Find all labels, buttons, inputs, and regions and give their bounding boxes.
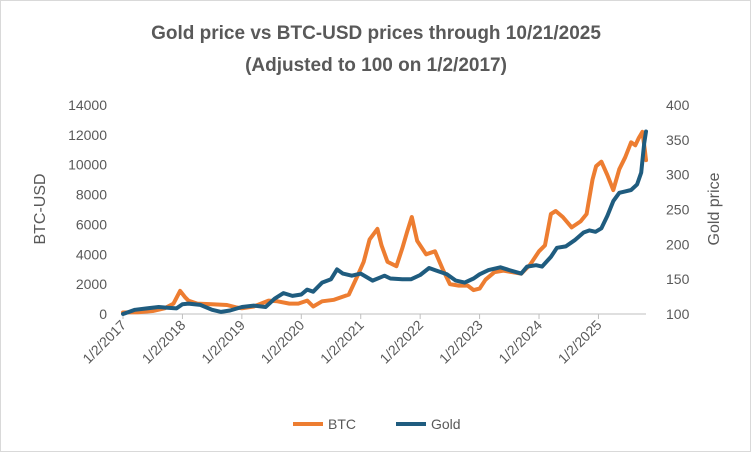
y-axis-left-label: BTC-USD (32, 173, 49, 244)
y-left-tick-label: 6000 (76, 216, 107, 232)
x-tick-label: 1/2/2024 (495, 317, 545, 367)
chart-title-line2: (Adjusted to 100 on 1/2/2017) (245, 55, 507, 76)
y-left-tick-label: 10000 (68, 157, 107, 173)
y-axis-right-ticks: 100 150 200 250 300 350 400 (666, 97, 690, 322)
legend-gold-label: Gold (431, 416, 461, 432)
y-right-tick-label: 250 (666, 202, 690, 218)
y-left-tick-label: 0 (99, 306, 107, 322)
y-axis-right-label: Gold price (706, 172, 723, 245)
legend-item-gold: Gold (396, 416, 461, 432)
plot-series (121, 129, 648, 316)
x-tick-label: 1/2/2020 (258, 317, 308, 367)
series-line-btc (121, 129, 648, 315)
y-left-tick-label: 8000 (76, 187, 107, 203)
y-right-tick-label: 100 (666, 306, 690, 322)
x-tick-label: 1/2/2025 (555, 317, 605, 367)
x-tick-label: 1/2/2022 (376, 317, 426, 367)
series-line-gold (121, 129, 648, 316)
y-left-tick-label: 12000 (68, 127, 107, 143)
legend: BTC Gold (293, 416, 461, 432)
y-right-tick-label: 200 (666, 236, 690, 252)
y-right-tick-label: 300 (666, 167, 690, 183)
legend-btc-label: BTC (328, 416, 356, 432)
x-tick-label: 1/2/2023 (436, 317, 486, 367)
y-right-tick-label: 350 (666, 132, 690, 148)
y-right-tick-label: 400 (666, 97, 690, 113)
y-axis-left-ticks: 0 2000 4000 6000 8000 10000 12000 14000 (68, 97, 107, 322)
chart-title-line1: Gold price vs BTC-USD prices through 10/… (151, 23, 601, 44)
x-tick-label: 1/2/2021 (317, 317, 367, 367)
y-left-tick-label: 14000 (68, 97, 107, 113)
y-left-tick-label: 4000 (76, 246, 107, 262)
y-right-tick-label: 150 (666, 271, 690, 287)
x-tick-label: 1/2/2019 (198, 317, 248, 367)
x-axis-ticks: 1/2/2017 1/2/2018 1/2/2019 1/2/2020 1/2/2021… (79, 314, 605, 367)
x-tick-label: 1/2/2018 (139, 317, 189, 367)
y-left-tick-label: 2000 (76, 276, 107, 292)
x-tick-label: 1/2/2017 (79, 317, 129, 367)
legend-item-btc: BTC (293, 416, 356, 432)
